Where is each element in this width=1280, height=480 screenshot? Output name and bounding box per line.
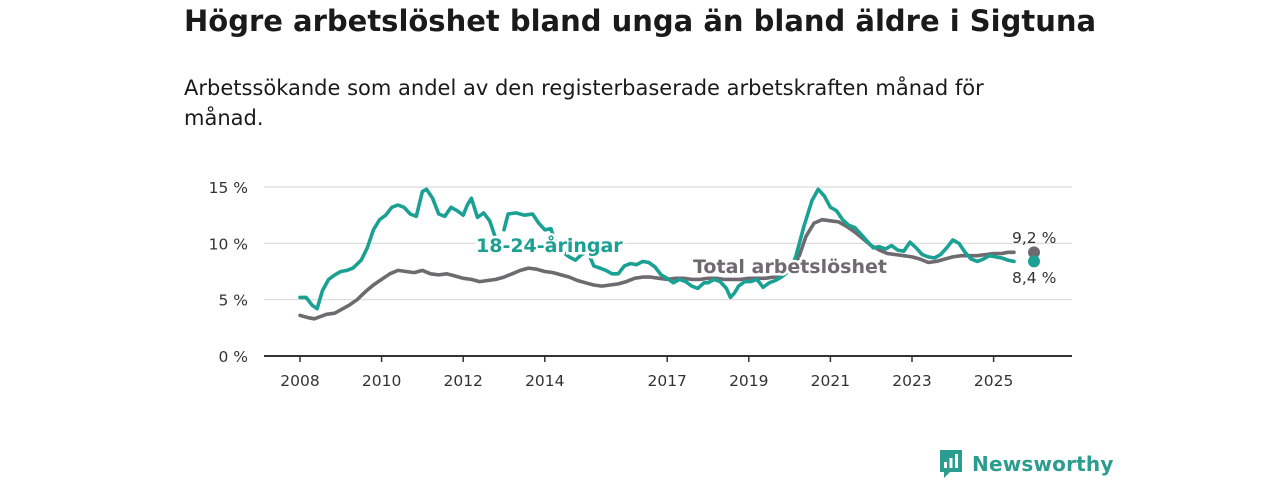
chart-subtitle: Arbetssökande som andel av den registerb… xyxy=(184,76,984,130)
newsworthy-brand[interactable]: Newsworthy xyxy=(938,448,1114,480)
brand-name: Newsworthy xyxy=(972,452,1114,476)
series-line-youth-part-2 xyxy=(502,187,1016,300)
x-tick-label: 2012 xyxy=(443,372,482,390)
end-value-label-total: 9,2 % xyxy=(1012,229,1056,247)
y-axis: 0 % 5 % 10 % 15 % xyxy=(209,179,248,366)
y-tick-label: 0 % xyxy=(218,348,248,366)
series-labels: 18-24-åringar Total arbetslöshet 9,2 % 8… xyxy=(474,229,1057,287)
newsworthy-logo-icon xyxy=(940,450,962,478)
x-tick-label: 2025 xyxy=(974,372,1013,390)
x-tick-label: 2014 xyxy=(525,372,564,390)
series-line-total xyxy=(298,217,1016,321)
chart-title: Högre arbetslöshet bland unga än bland ä… xyxy=(184,4,1097,38)
x-axis: 2008 2010 2012 2014 2017 2019 2021 2023 2025 xyxy=(264,355,1072,390)
x-tick-label: 2010 xyxy=(362,372,401,390)
x-tick-label: 2008 xyxy=(280,372,319,390)
series-lines xyxy=(298,187,1040,321)
end-point-total xyxy=(1028,246,1040,259)
gridlines xyxy=(264,186,1072,301)
y-tick-label: 10 % xyxy=(209,235,248,253)
y-tick-label: 5 % xyxy=(218,292,248,310)
x-tick-label: 2023 xyxy=(892,372,931,390)
series-line-youth-part-1 xyxy=(298,187,504,311)
end-point-youth xyxy=(1028,255,1040,268)
series-label-youth: 18-24-åringar xyxy=(476,233,623,257)
x-tick-label: 2017 xyxy=(647,372,686,390)
series-label-total: Total arbetslöshet xyxy=(693,256,887,278)
end-value-label-youth: 8,4 % xyxy=(1012,269,1056,287)
y-tick-label: 15 % xyxy=(209,179,248,197)
x-tick-label: 2021 xyxy=(811,372,850,390)
x-tick-label: 2019 xyxy=(729,372,768,390)
